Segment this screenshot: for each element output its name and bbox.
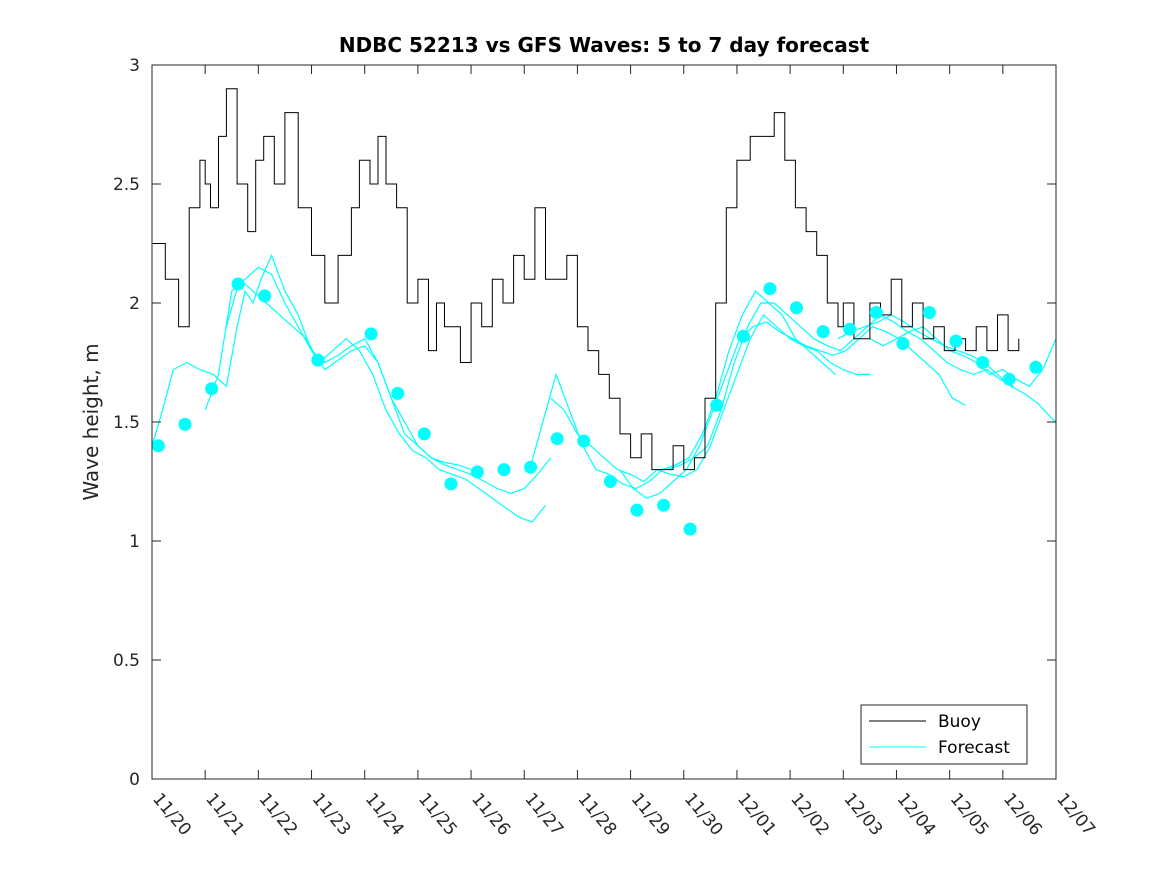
forecast-marker [710, 398, 724, 412]
forecast-marker [896, 337, 910, 350]
buoy-line-group [152, 88, 1020, 471]
forecast-marker [151, 439, 165, 453]
forecast-marker [258, 289, 272, 303]
forecast-marker [763, 282, 777, 296]
y-axis-label: Wave height, m [79, 343, 103, 500]
forecast-marker [922, 306, 936, 319]
forecast-marker [816, 325, 830, 339]
forecast-line-9 [869, 326, 1057, 388]
forecast-marker [790, 301, 803, 315]
forecast-marker [524, 460, 538, 474]
legend: Buoy Forecast [860, 704, 1028, 765]
forecast-marker [550, 432, 564, 446]
plot-area [152, 65, 1056, 779]
forecast-line-7 [667, 302, 1014, 471]
y-tick-label: 2.5 [113, 175, 140, 195]
forecast-markers [151, 277, 1043, 536]
forecast-marker [843, 322, 857, 336]
forecast-marker [949, 334, 963, 348]
chart-title: NDBC 52213 vs GFS Waves: 5 to 7 day fore… [339, 33, 870, 57]
forecast-marker [683, 522, 697, 536]
forecast-line-2 [204, 266, 552, 495]
forecast-line-8 [837, 314, 1057, 423]
buoy-line [152, 88, 1020, 471]
y-tick-label: 0.5 [113, 651, 140, 671]
forecast-marker [630, 503, 644, 517]
y-tick-label: 1.5 [113, 413, 140, 433]
forecast-line-5 [550, 313, 870, 483]
forecast-marker [603, 475, 617, 488]
forecast-line-3 [225, 278, 546, 523]
forecast-marker [869, 306, 883, 319]
forecast-marker [178, 417, 192, 431]
forecast-marker [1029, 360, 1043, 374]
forecast-line-1 [151, 253, 472, 471]
forecast-marker [470, 465, 484, 479]
y-tick-label: 0 [129, 770, 140, 790]
forecast-marker [976, 356, 990, 369]
forecast-marker [577, 434, 591, 448]
y-tick-label: 3 [129, 56, 140, 76]
forecast-marker [736, 329, 750, 343]
y-axis-ticks: 0 0.5 1 1.5 2 2.5 3 [113, 56, 1056, 790]
forecast-marker [1002, 372, 1016, 386]
legend-box [860, 704, 1028, 765]
forecast-marker [391, 386, 405, 400]
forecast-marker [205, 382, 219, 396]
forecast-marker [364, 327, 378, 341]
y-tick-label: 2 [129, 294, 140, 314]
legend-forecast-label: Forecast [938, 738, 1010, 758]
forecast-marker [444, 477, 458, 491]
y-tick-label: 1 [129, 532, 140, 552]
forecast-marker [657, 498, 671, 512]
forecast-marker [497, 463, 511, 477]
forecast-marker [311, 353, 325, 367]
forecast-marker [417, 427, 431, 441]
legend-buoy-label: Buoy [938, 712, 981, 732]
forecast-marker [231, 277, 245, 291]
